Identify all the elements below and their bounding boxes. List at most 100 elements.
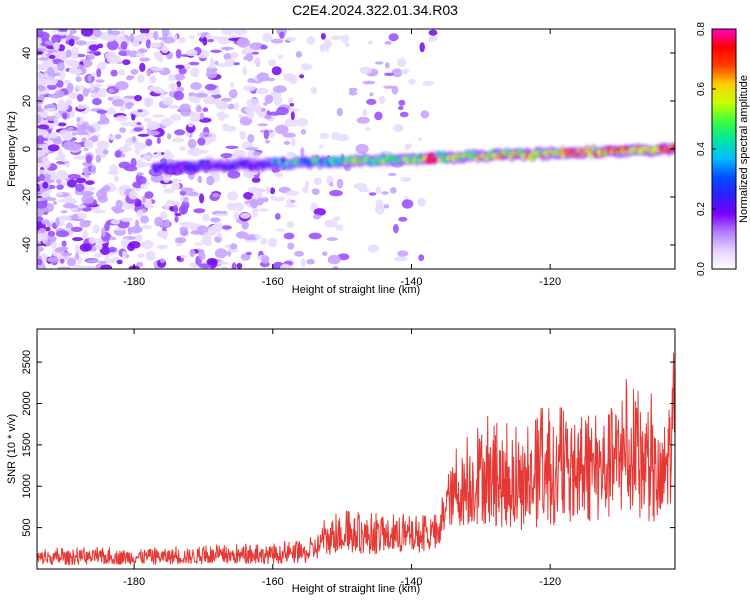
noise-blob xyxy=(210,173,221,177)
noise-blob xyxy=(63,141,77,151)
noise-blob xyxy=(245,147,259,151)
noise-blob xyxy=(173,73,186,81)
noise-blob xyxy=(420,110,430,119)
noise-blob xyxy=(262,197,269,203)
noise-blob xyxy=(355,143,369,154)
noise-blob xyxy=(75,131,89,136)
noise-blob xyxy=(288,108,301,112)
snr-y-tick-label: 500 xyxy=(21,518,33,536)
noise-blob xyxy=(130,121,143,128)
noise-blob xyxy=(387,172,397,177)
noise-blob xyxy=(362,109,368,117)
snr-x-tick-label: -120 xyxy=(539,576,561,588)
noise-blob xyxy=(80,29,94,37)
spectrogram-x-ticks: -180 -160 -140 -120 xyxy=(123,29,561,288)
noise-blob xyxy=(77,260,82,265)
noise-blob xyxy=(221,266,228,269)
noise-blob xyxy=(417,137,423,142)
spectrogram-panel: -180 -160 -140 -120 -40 -20 0 20 40 Height of s… xyxy=(6,28,676,296)
noise-blob xyxy=(115,133,122,140)
noise-blob xyxy=(137,109,143,113)
noise-blob xyxy=(37,85,46,92)
spectrogram-x-tick-label: -180 xyxy=(123,276,145,288)
noise-blob xyxy=(221,29,235,36)
noise-blob xyxy=(173,90,184,101)
noise-blob xyxy=(82,230,89,239)
noise-blob xyxy=(72,237,84,242)
noise-blob xyxy=(174,237,187,244)
noise-blob xyxy=(422,80,435,86)
noise-blob xyxy=(220,153,234,159)
snr-plot-area xyxy=(37,329,675,569)
noise-blob xyxy=(275,228,286,232)
noise-blob xyxy=(69,29,77,34)
noise-blob xyxy=(306,258,315,265)
noise-blob xyxy=(267,237,278,248)
noise-blob xyxy=(54,247,66,253)
noise-blob xyxy=(268,111,282,116)
noise-blob xyxy=(331,132,341,140)
noise-blob xyxy=(245,251,252,256)
noise-blob xyxy=(335,224,344,231)
noise-blob xyxy=(106,40,119,51)
noise-blob xyxy=(64,162,70,168)
noise-blob xyxy=(71,131,77,136)
noise-blob xyxy=(55,217,60,227)
noise-blob xyxy=(97,43,104,49)
noise-blob xyxy=(119,146,133,152)
noise-blob xyxy=(270,195,275,200)
noise-blob xyxy=(236,38,251,48)
noise-blob xyxy=(37,97,44,103)
noise-blob xyxy=(57,266,72,269)
figure-title: C2E4.2024.322.01.34.R03 xyxy=(292,2,458,18)
noise-blob xyxy=(145,39,151,49)
noise-blob xyxy=(85,154,93,164)
noise-blob xyxy=(48,93,63,99)
noise-blob xyxy=(213,221,223,232)
noise-blob xyxy=(381,191,389,195)
noise-blob xyxy=(98,88,108,94)
noise-blob xyxy=(142,154,152,161)
noise-blob xyxy=(399,111,409,118)
noise-blob xyxy=(37,236,45,242)
noise-blob xyxy=(319,132,329,140)
noise-blob xyxy=(97,260,107,265)
noise-blob xyxy=(310,86,318,94)
noise-blob xyxy=(218,111,226,121)
noise-blob xyxy=(132,109,137,115)
noise-blob xyxy=(243,191,254,200)
noise-blob xyxy=(120,105,126,112)
noise-blob xyxy=(318,144,324,149)
noise-blob xyxy=(118,161,131,169)
noise-blob xyxy=(173,204,179,214)
noise-blob xyxy=(202,36,208,46)
noise-blob xyxy=(161,46,169,54)
noise-blob xyxy=(353,182,368,190)
noise-blob xyxy=(300,129,307,135)
noise-blob xyxy=(206,175,215,186)
noise-blob xyxy=(93,29,102,37)
noise-blob xyxy=(37,71,45,82)
noise-blob xyxy=(202,126,210,137)
noise-blob xyxy=(394,256,408,262)
noise-blob xyxy=(229,89,238,99)
noise-blob xyxy=(217,232,222,238)
noise-blob xyxy=(46,84,57,90)
noise-blob xyxy=(291,137,296,147)
noise-blob xyxy=(383,85,395,89)
noise-blob xyxy=(183,196,189,203)
noise-blob xyxy=(188,61,200,66)
noise-blob xyxy=(57,148,64,159)
noise-blob xyxy=(247,186,261,194)
noise-blob xyxy=(202,214,210,222)
noise-blob xyxy=(163,149,172,160)
noise-blob xyxy=(56,101,69,112)
noise-blob xyxy=(52,138,63,145)
noise-blob xyxy=(385,62,390,69)
noise-blob xyxy=(255,87,269,95)
noise-blob xyxy=(104,255,110,263)
noise-blob xyxy=(59,70,66,81)
noise-blob xyxy=(401,199,414,209)
noise-blob xyxy=(110,219,121,225)
noise-blob xyxy=(282,132,296,138)
